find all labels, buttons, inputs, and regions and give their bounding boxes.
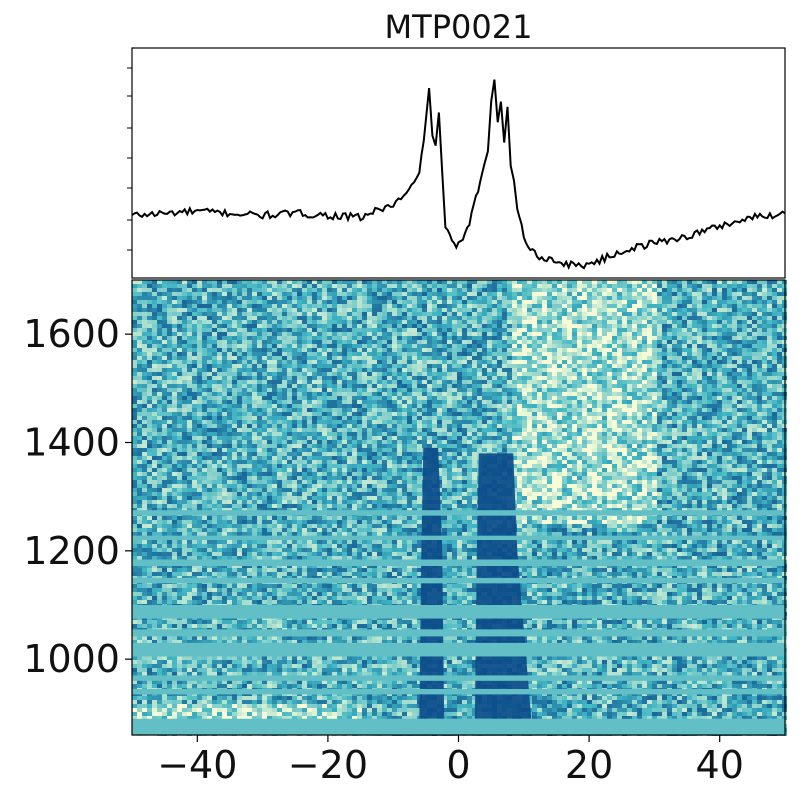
heatmap-x-axis: −40 −20 0 20 40 xyxy=(157,735,744,787)
y-tick-label-4: 1600 xyxy=(23,312,120,356)
x-tick-label-2: −20 xyxy=(288,743,368,787)
masked-band-3 xyxy=(132,675,785,681)
x-tick-label-5: 40 xyxy=(696,743,744,787)
masked-band-4 xyxy=(132,642,785,657)
heatmap-masked-bands xyxy=(132,510,785,735)
masked-band-5 xyxy=(132,629,785,637)
profile-line xyxy=(131,79,786,270)
masked-band-10 xyxy=(132,510,785,516)
x-tick-label-3: 0 xyxy=(446,743,470,787)
masked-band-7 xyxy=(132,577,785,584)
heatmap-y-axis: 1000 1200 1400 1600 xyxy=(23,312,132,681)
profile-panel-frame xyxy=(131,47,786,279)
chart-title: MTP0021 xyxy=(384,8,533,46)
x-tick-label-1: −40 xyxy=(157,743,237,787)
y-tick-label-1: 1000 xyxy=(23,637,120,681)
masked-band-8 xyxy=(132,559,785,566)
profile-y-ticks xyxy=(127,67,132,251)
x-tick-label-4: 20 xyxy=(565,743,613,787)
masked-band-9 xyxy=(132,535,785,540)
y-tick-label-2: 1200 xyxy=(23,529,120,573)
heatmap-panel xyxy=(132,280,787,736)
masked-band-1 xyxy=(132,718,785,730)
masked-band-2 xyxy=(132,688,785,695)
masked-band-6 xyxy=(132,605,785,619)
y-tick-label-3: 1400 xyxy=(23,421,120,465)
